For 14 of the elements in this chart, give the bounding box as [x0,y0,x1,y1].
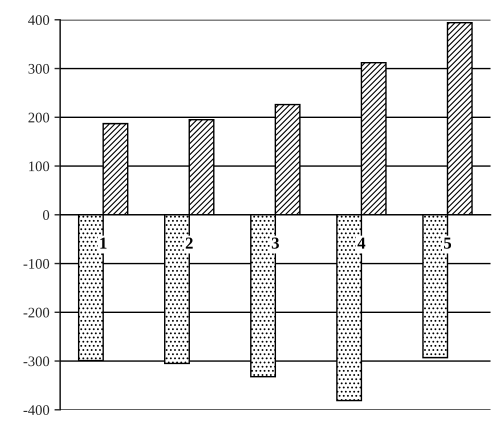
y-tick-label: 100 [29,161,50,172]
y-tick-label: 300 [28,64,50,74]
y-tick-label: 200 [28,112,50,122]
y-tick-label: -100 [24,258,50,269]
y-tick-label: -300 [24,356,50,366]
x-tick-label: 3 [272,238,279,249]
x-tick-label: 1 [100,238,106,249]
x-tick-label: 4 [357,238,366,249]
y-tick-label: 400 [28,15,50,25]
y-tick-label: -400 [24,405,50,415]
x-tick-label: 2 [186,238,193,249]
x-tick-label: 5 [444,238,452,249]
y-tick-label: -200 [24,308,50,318]
y-tick-label: 0 [42,210,50,220]
